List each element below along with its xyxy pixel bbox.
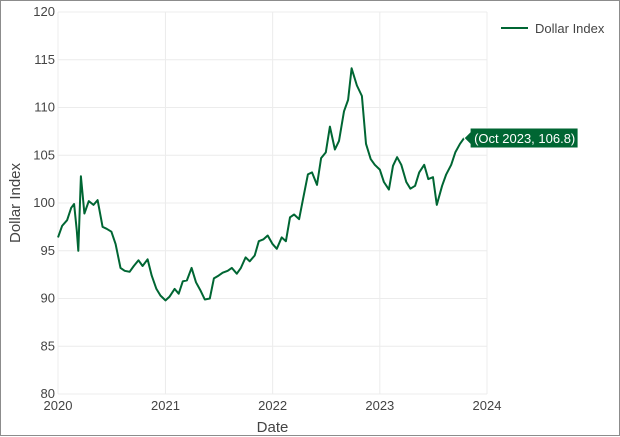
y-tick-label: 90 <box>41 291 55 306</box>
hover-tooltip-box <box>463 127 579 149</box>
x-tick-label: 2021 <box>151 398 180 413</box>
legend-label: Dollar Index <box>535 21 605 36</box>
x-axis-title: Date <box>257 419 289 436</box>
y-tick-label: 110 <box>34 100 55 115</box>
hover-tooltip-label: (Oct 2023, 106.8) <box>474 131 575 146</box>
series-line-dollar-index[interactable] <box>57 67 465 302</box>
hover-tooltip: (Oct 2023, 106.8) <box>463 127 579 149</box>
y-tick-label: 80 <box>41 386 55 401</box>
legend[interactable]: Dollar Index <box>501 21 605 36</box>
y-tick-label: 85 <box>41 338 55 353</box>
x-tick-label: 2022 <box>258 398 287 413</box>
x-tick-labels: 2020 2021 2022 2023 2024 <box>44 398 502 413</box>
y-tick-label: 100 <box>33 195 55 210</box>
y-tick-label: 95 <box>41 243 55 258</box>
x-tick-label: 2020 <box>44 398 73 413</box>
y-tick-labels: 80 85 90 95 100 105 110 115 120 <box>33 4 55 401</box>
y-tick-label: 120 <box>33 4 55 19</box>
y-tick-label: 115 <box>34 52 55 67</box>
grid <box>57 11 488 395</box>
y-tick-label: 105 <box>33 147 55 162</box>
x-tick-label: 2024 <box>473 398 502 413</box>
y-axis-title: Dollar Index <box>7 162 24 243</box>
x-tick-label: 2023 <box>365 398 394 413</box>
